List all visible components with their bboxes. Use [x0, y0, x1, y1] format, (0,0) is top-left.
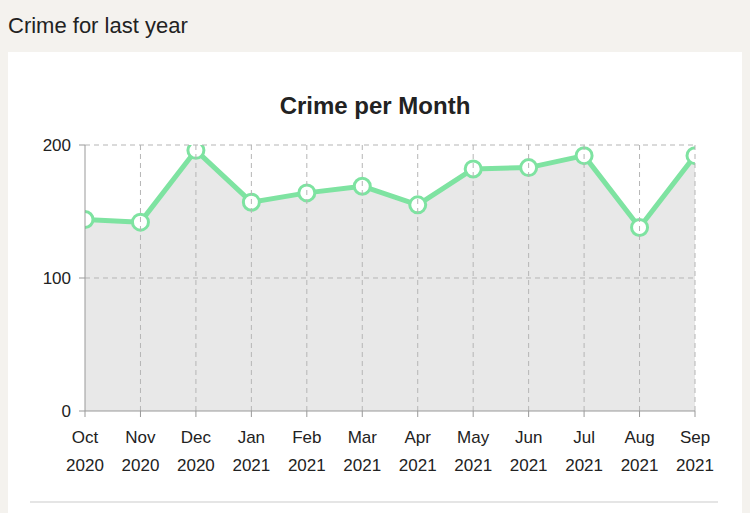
x-tick-label-part: May: [457, 428, 490, 447]
grid-line-x: [695, 145, 696, 411]
plot-area: [85, 145, 695, 411]
x-tick-label: Feb 2021: [288, 428, 326, 475]
x-tick-label-part: Jun: [515, 428, 542, 447]
x-tick-label-part: Nov: [125, 428, 156, 447]
x-tick-label-part: Oct: [72, 428, 99, 447]
x-tick: [140, 411, 141, 417]
grid-line-x: [473, 145, 474, 411]
x-tick-label: Nov 2020: [122, 428, 160, 475]
x-tick-label-part: 2021: [232, 456, 270, 475]
x-tick: [85, 411, 86, 417]
x-tick: [695, 411, 696, 417]
page: Crime for last year Crime per Month 0 100 20…: [0, 0, 750, 513]
x-tick-label-part: Mar: [348, 428, 378, 447]
x-tick: [584, 411, 585, 417]
y-tick-label: 100: [43, 269, 71, 288]
x-tick-label-part: 2021: [565, 456, 603, 475]
x-tick: [195, 411, 196, 417]
grid-line: [85, 145, 695, 146]
grid-line-x: [417, 145, 418, 411]
x-tick-label: Oct 2020: [66, 428, 104, 475]
divider: [30, 501, 718, 503]
grid-line-x: [528, 145, 529, 411]
x-tick-label-part: Jul: [573, 428, 595, 447]
x-tick: [251, 411, 252, 417]
x-tick-label-part: 2021: [288, 456, 326, 475]
x-tick-label: Sep 2021: [676, 428, 714, 475]
x-tick-label-part: 2020: [177, 456, 215, 475]
grid-line-x: [306, 145, 307, 411]
x-tick: [639, 411, 640, 417]
x-tick-label-part: Jan: [238, 428, 265, 447]
x-tick: [362, 411, 363, 417]
x-tick-label: Dec 2020: [177, 428, 215, 475]
y-tick: [79, 278, 85, 279]
grid-line-x: [140, 145, 141, 411]
y-tick: [79, 411, 85, 412]
x-tick-label-part: 2021: [454, 456, 492, 475]
page-title: Crime for last year: [8, 13, 188, 38]
x-tick-label-part: 2021: [676, 456, 714, 475]
x-axis: [85, 411, 695, 412]
x-tick-label-part: 2021: [621, 456, 659, 475]
x-tick-label-part: 2020: [122, 456, 160, 475]
x-tick-label-part: Sep: [680, 428, 710, 447]
x-tick-label: Jun 2021: [510, 428, 548, 475]
area: [85, 150, 695, 411]
grid-line-x: [639, 145, 640, 411]
card: [8, 52, 742, 513]
chart-title: Crime per Month: [280, 92, 471, 119]
x-tick: [417, 411, 418, 417]
x-tick-label: Jan 2021: [232, 428, 270, 475]
point: [85, 211, 93, 227]
x-tick: [306, 411, 307, 417]
x-tick-label: May 2021: [454, 428, 492, 475]
x-tick-label-part: 2020: [66, 456, 104, 475]
x-tick-label-part: Feb: [292, 428, 321, 447]
x-tick-label: Apr 2021: [399, 428, 437, 475]
x-tick-label-part: 2021: [510, 456, 548, 475]
x-tick-label-part: 2021: [343, 456, 381, 475]
grid-line-x: [195, 145, 196, 411]
grid-line: [85, 278, 695, 279]
grid-line-x: [251, 145, 252, 411]
x-tick: [473, 411, 474, 417]
line: [85, 150, 695, 227]
x-tick-label-part: Aug: [624, 428, 654, 447]
y-tick-label: 0: [62, 402, 71, 421]
x-tick: [528, 411, 529, 417]
point: [687, 148, 695, 164]
y-tick: [79, 145, 85, 146]
grid-line-x: [584, 145, 585, 411]
x-tick-label: Mar 2021: [343, 428, 381, 475]
x-tick-label: Jul 2021: [565, 428, 603, 475]
x-tick-label-part: Dec: [181, 428, 212, 447]
x-tick-label-part: Apr: [404, 428, 431, 447]
x-tick-label-part: 2021: [399, 456, 437, 475]
grid-line-x: [362, 145, 363, 411]
x-tick-label: Aug 2021: [621, 428, 659, 475]
y-tick-label: 200: [43, 136, 71, 155]
